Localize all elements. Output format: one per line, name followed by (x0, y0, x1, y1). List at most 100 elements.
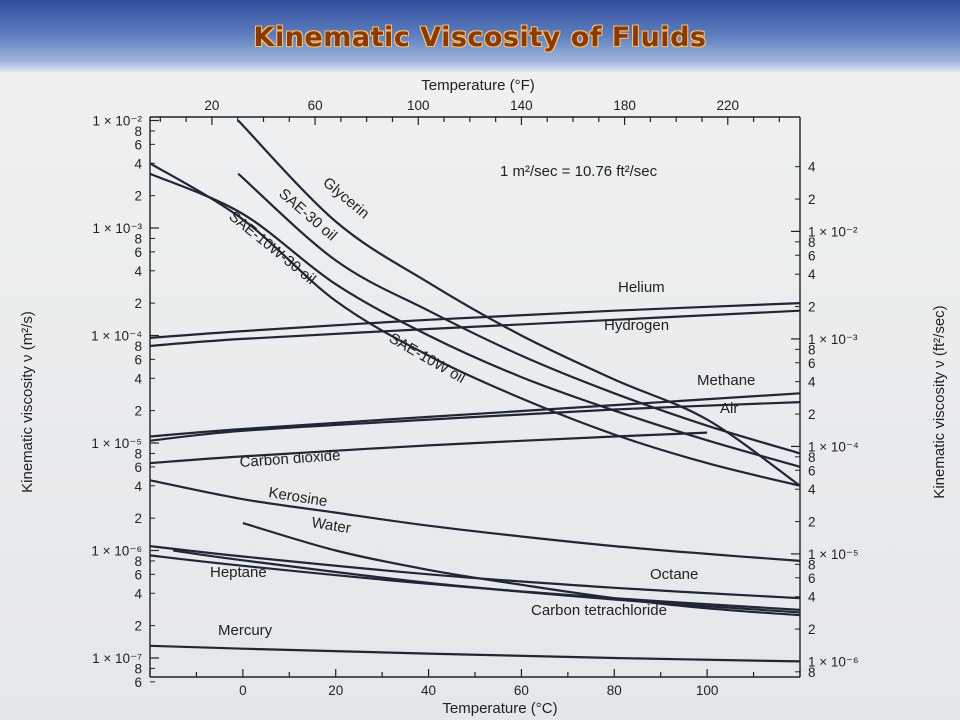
y2-minor-label: 4 (808, 482, 816, 497)
curve-label-mercury: Mercury (218, 622, 273, 639)
y2-tick-label: 1 × 10⁻³ (808, 332, 858, 347)
y-tick-label: 1 × 10⁻⁴ (91, 329, 142, 344)
y2-minor-label: 2 (808, 300, 816, 315)
curve-label-methane: Methane (697, 372, 755, 389)
y2-minor-label: 2 (808, 407, 816, 422)
y-minor-label: 2 (134, 189, 142, 204)
x2-tick-label: 220 (717, 98, 740, 113)
y-tick-label: 1 × 10⁻⁶ (91, 544, 142, 559)
y-minor-label: 4 (134, 264, 142, 279)
curve-label-carbon-tetrachloride: Carbon tetrachloride (531, 602, 667, 619)
curve-label-water: Water (310, 514, 352, 537)
y-minor-label: 8 (134, 661, 142, 676)
curve-mercury (149, 644, 801, 663)
curve-hydrogen (149, 309, 801, 347)
y-minor-label: 2 (134, 511, 142, 526)
y2-minor-label: 8 (808, 450, 816, 465)
y-minor-label: 2 (134, 404, 142, 419)
curve-sae-10w-oil (149, 162, 801, 487)
y-tick-label: 1 × 10⁻³ (92, 221, 142, 236)
curve-methane (149, 392, 801, 438)
x-tick-label: 100 (696, 683, 719, 698)
y-minor-label: 8 (134, 231, 142, 246)
y2-minor-label: 6 (808, 248, 816, 263)
y-minor-label: 6 (134, 460, 142, 475)
y-minor-label: 6 (134, 675, 142, 690)
x-tick-label: 20 (328, 683, 343, 698)
curve-carbon-tetrachloride (173, 549, 801, 614)
slide-title: Kinematic Viscosity of Fluids (253, 22, 707, 53)
y2-minor-label: 4 (808, 590, 816, 605)
y2-axis-title: Kinematic viscosity ν (ft²/sec) (931, 305, 948, 498)
x-tick-label: 40 (421, 683, 436, 698)
y2-minor-label: 4 (808, 267, 816, 282)
y-minor-label: 8 (134, 339, 142, 354)
y-axis-title: Kinematic viscosity ν (m²/s) (19, 311, 36, 493)
y-minor-label: 4 (134, 156, 142, 171)
y-minor-label: 6 (134, 352, 142, 367)
y2-tick-label: 1 × 10⁻⁶ (808, 654, 859, 669)
y2-minor-label: 4 (808, 160, 816, 175)
curve-water (242, 522, 801, 617)
curve-glycerin (237, 119, 801, 487)
y-minor-label: 8 (134, 554, 142, 569)
y-minor-label: 6 (134, 245, 142, 260)
curve-helium (149, 302, 801, 339)
curve-sae-10w-30-oil (149, 172, 801, 468)
x2-tick-label: 20 (204, 98, 219, 113)
y2-minor-label: 4 (808, 375, 816, 390)
y2-tick-label: 1 × 10⁻⁴ (808, 439, 859, 454)
y2-minor-label: 6 (808, 356, 816, 371)
x2-tick-label: 100 (407, 98, 430, 113)
curve-octane (149, 545, 801, 600)
curve-label-kerosine: Kerosine (267, 484, 328, 510)
curve-label-carbon-dioxide: Carbon dioxide (239, 447, 341, 471)
y2-minor-label: 2 (808, 515, 816, 530)
y2-minor-label: 6 (808, 463, 816, 478)
y2-minor-label: 6 (808, 571, 816, 586)
chart-page: 0 20 40 60 80 100 20 60 100 140 180 220 1 × 10⁻² 8 6 4 2… (0, 72, 960, 720)
curve-carbon-dioxide (149, 431, 708, 465)
y2-minor-label: 8 (808, 342, 816, 357)
unit-conversion-note: 1 m²/sec = 10.76 ft²/sec (500, 163, 658, 180)
x2-tick-label: 180 (613, 98, 636, 113)
x2-axis-title: Temperature (°F) (421, 77, 535, 94)
x2-tick-label: 140 (510, 98, 533, 113)
y2-minor-label: 2 (808, 192, 816, 207)
y-minor-label: 4 (134, 479, 142, 494)
x-axis-title: Temperature (°C) (442, 700, 557, 717)
y2-tick-label: 1 × 10⁻² (808, 224, 858, 239)
curve-label-helium: Helium (618, 279, 665, 296)
curve-label-octane: Octane (650, 566, 698, 583)
y-tick-label: 1 × 10⁻² (92, 114, 142, 129)
curve-label-air: Air (720, 400, 738, 417)
curve-label-hydrogen: Hydrogen (604, 317, 669, 334)
y-minor-label: 8 (134, 124, 142, 139)
y2-minor-label: 2 (808, 622, 816, 637)
y2-minor-label: 8 (808, 665, 816, 680)
y-minor-label: 2 (134, 296, 142, 311)
y-minor-label: 6 (134, 137, 142, 152)
curve-air (149, 401, 801, 442)
x2-tick-label: 60 (308, 98, 323, 113)
y2-minor-label: 8 (808, 557, 816, 572)
x-tick-label: 80 (607, 683, 622, 698)
y-minor-label: 4 (134, 371, 142, 386)
y2-minor-label: 8 (808, 235, 816, 250)
title-banner (0, 0, 960, 72)
curves (149, 119, 801, 663)
curve-label-sae-10w-oil: SAE-10W oil (386, 330, 468, 387)
y-minor-label: 4 (134, 586, 142, 601)
curve-label-heptane: Heptane (210, 564, 267, 581)
y-minor-label: 8 (134, 446, 142, 461)
y-tick-label: 1 × 10⁻⁷ (92, 651, 142, 666)
curve-sae-30-oil (237, 172, 801, 455)
x-tick-label: 60 (514, 683, 529, 698)
y-minor-label: 2 (134, 619, 142, 634)
curve-kerosine (149, 479, 801, 562)
y-minor-label: 6 (134, 567, 142, 582)
y2-tick-label: 1 × 10⁻⁵ (808, 547, 859, 562)
y-tick-label: 1 × 10⁻⁵ (91, 436, 142, 451)
